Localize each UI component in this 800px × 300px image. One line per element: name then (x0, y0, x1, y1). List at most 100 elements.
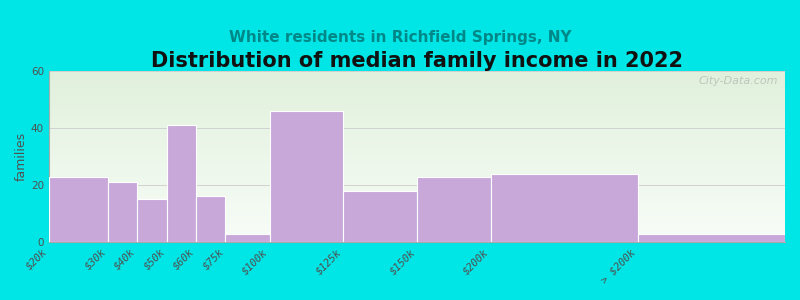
Bar (49, 162, 785, 164)
Bar (49, 74, 785, 76)
Bar (49, 164, 785, 165)
Bar (49, 83, 785, 85)
Bar (49, 98, 785, 100)
Bar (49, 157, 785, 158)
Bar (49, 181, 785, 182)
Bar (49, 189, 785, 191)
Bar (49, 90, 785, 92)
Bar (49, 191, 785, 193)
Bar (49, 205, 785, 206)
Bar (49, 213, 785, 215)
Bar (49, 230, 785, 232)
Bar (49, 206, 785, 208)
Bar (49, 199, 785, 201)
Bar (49, 218, 785, 220)
Bar (49, 109, 785, 110)
Bar (49, 103, 785, 105)
Bar (49, 100, 785, 102)
Bar (49, 211, 785, 213)
Bar (49, 122, 785, 124)
Bar (49, 155, 785, 157)
Bar (49, 140, 785, 141)
Bar (49, 225, 785, 227)
Bar (49, 188, 785, 189)
Bar (638, 234, 785, 242)
Bar (49, 143, 785, 145)
Bar (49, 148, 785, 150)
Bar (137, 199, 166, 242)
Bar (108, 182, 137, 242)
Bar (49, 102, 785, 103)
Bar (49, 110, 785, 112)
Bar (49, 150, 785, 152)
Bar (270, 111, 343, 242)
Text: White residents in Richfield Springs, NY: White residents in Richfield Springs, NY (229, 30, 571, 45)
Bar (49, 193, 785, 194)
Bar (49, 160, 785, 162)
Bar (49, 124, 785, 126)
Bar (49, 78, 785, 80)
Bar (343, 191, 417, 242)
Bar (49, 92, 785, 93)
Bar (49, 131, 785, 133)
Bar (49, 237, 785, 239)
Bar (49, 95, 785, 97)
Bar (49, 217, 785, 218)
Bar (49, 80, 785, 81)
Bar (49, 153, 785, 155)
Text: City-Data.com: City-Data.com (698, 76, 778, 86)
Bar (49, 112, 785, 114)
Y-axis label: families: families (15, 132, 28, 181)
Bar (49, 223, 785, 225)
Bar (49, 210, 785, 211)
Bar (49, 152, 785, 153)
Bar (49, 126, 785, 127)
Bar (49, 105, 785, 107)
Bar (49, 222, 785, 223)
Bar (49, 86, 785, 88)
Bar (49, 114, 785, 116)
Bar (49, 119, 785, 121)
Bar (49, 234, 785, 235)
Bar (49, 158, 785, 160)
Bar (49, 177, 785, 179)
Bar (49, 179, 785, 181)
Bar (49, 121, 785, 122)
Bar (49, 107, 785, 109)
Bar (166, 125, 196, 242)
Bar (49, 172, 785, 174)
Bar (49, 194, 785, 196)
Bar (49, 73, 785, 74)
Bar (49, 170, 785, 172)
Bar (49, 203, 785, 205)
Bar (49, 76, 785, 78)
Bar (49, 117, 785, 119)
Bar (49, 146, 785, 148)
Bar (417, 176, 490, 242)
Bar (49, 201, 785, 203)
Bar (49, 136, 785, 138)
Bar (49, 184, 785, 186)
Bar (49, 235, 785, 237)
Bar (49, 88, 785, 90)
Bar (49, 141, 785, 143)
Bar (226, 234, 270, 242)
Bar (49, 208, 785, 210)
Bar (49, 227, 785, 228)
Bar (49, 186, 785, 188)
Bar (49, 215, 785, 217)
Bar (49, 176, 108, 242)
Bar (49, 81, 785, 83)
Bar (49, 134, 785, 136)
Bar (49, 97, 785, 98)
Bar (49, 116, 785, 117)
Bar (49, 129, 785, 131)
Bar (49, 228, 785, 230)
Bar (49, 145, 785, 146)
Bar (49, 167, 785, 169)
Bar (49, 182, 785, 184)
Bar (49, 93, 785, 95)
Bar (196, 196, 226, 242)
Bar (49, 169, 785, 170)
Title: Distribution of median family income in 2022: Distribution of median family income in … (151, 51, 683, 71)
